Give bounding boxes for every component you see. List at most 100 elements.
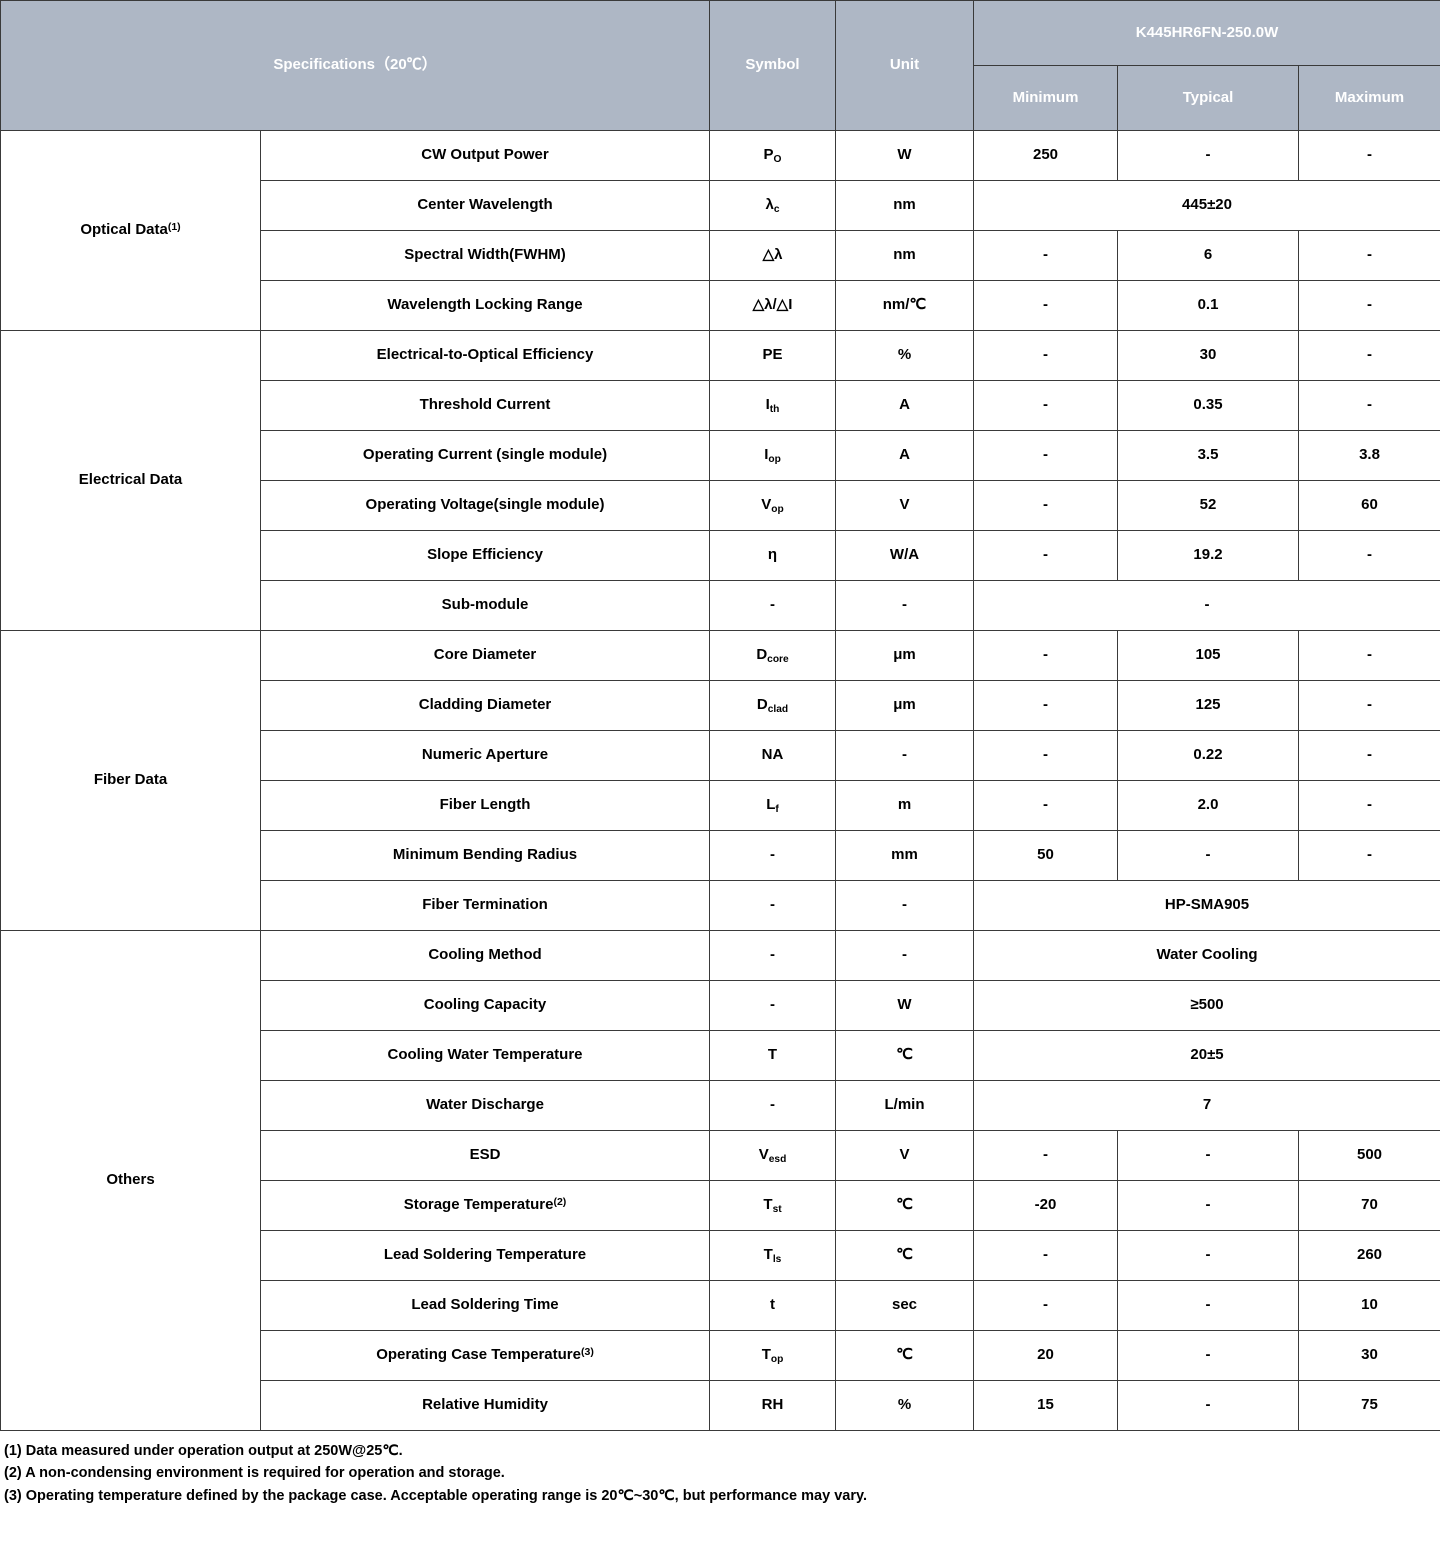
symbol-cell: λc bbox=[709, 180, 837, 231]
value-cell-typical: - bbox=[1117, 1330, 1300, 1381]
value-cell-minimum: 250 bbox=[973, 130, 1119, 181]
value-cell-minimum: - bbox=[973, 1230, 1119, 1281]
symbol-subscript: f bbox=[775, 804, 779, 816]
table-row: Optical Data(1) CW Output Power PO W 250- - bbox=[0, 130, 1440, 331]
table-row: Others Cooling Method - - Water Cooling bbox=[0, 930, 1440, 1431]
symbol-cell: Lf bbox=[709, 780, 837, 831]
unit-cell: - bbox=[835, 930, 975, 981]
value-cell-merged: 445±20 bbox=[973, 180, 1440, 231]
symbol-cell: RH bbox=[709, 1380, 837, 1431]
footnotes: (1) Data measured under operation output… bbox=[0, 1431, 1440, 1507]
symbol-cell: Iop bbox=[709, 430, 837, 481]
table-header: Specifications（20℃） Symbol Unit K445HR6F… bbox=[0, 0, 1440, 131]
symbol-cell: PE bbox=[709, 330, 837, 381]
value-cell-merged: HP-SMA905 bbox=[973, 880, 1440, 931]
parameter-cell: Operating Case Temperature(3) bbox=[259, 1330, 711, 1381]
value-cell-typical: - bbox=[1117, 1230, 1300, 1281]
header-model: K445HR6FN-250.0W bbox=[973, 0, 1440, 66]
unit-cell: nm bbox=[835, 180, 975, 231]
table-row: Lead Soldering Time t sec - -10 bbox=[1, 1280, 1440, 1331]
value-cell-minimum: - bbox=[973, 330, 1119, 381]
unit-cell: V bbox=[835, 1130, 975, 1181]
unit-cell: V bbox=[835, 480, 975, 531]
value-cell-merged: ≥500 bbox=[973, 980, 1440, 1031]
symbol-cell: Vop bbox=[709, 480, 837, 531]
symbol-subscript: op bbox=[770, 1354, 784, 1366]
symbol-subscript: core bbox=[767, 654, 789, 666]
table-row: Relative Humidity RH% 15-75 bbox=[1, 1380, 1440, 1431]
value-cell-typical: - bbox=[1117, 1180, 1300, 1231]
parameter-cell: Spectral Width(FWHM) bbox=[259, 230, 711, 281]
unit-cell: - bbox=[835, 880, 975, 931]
parameter-cell: Cooling Method bbox=[259, 930, 711, 981]
category-cell: Electrical Data bbox=[0, 330, 261, 631]
value-cell-minimum: - bbox=[973, 430, 1119, 481]
value-cell-typical: - bbox=[1117, 1130, 1300, 1181]
symbol-subscript: O bbox=[773, 154, 782, 166]
parameter-cell: Cladding Diameter bbox=[259, 680, 711, 731]
symbol-subscript: ls bbox=[772, 1254, 782, 1266]
symbol-subscript: esd bbox=[768, 1154, 787, 1166]
symbol-cell: Vesd bbox=[709, 1130, 837, 1181]
unit-cell: ℃ bbox=[835, 1230, 975, 1281]
parameter-cell: Minimum Bending Radius bbox=[259, 830, 711, 881]
parameter-cell: Center Wavelength bbox=[259, 180, 711, 231]
unit-cell: μm bbox=[835, 680, 975, 731]
value-cell-typical: 6 bbox=[1117, 230, 1300, 281]
category-footnote-ref: (1) bbox=[167, 220, 181, 233]
value-cell-maximum: - bbox=[1298, 730, 1440, 781]
value-cell-maximum: 75 bbox=[1298, 1380, 1440, 1431]
value-cell-minimum: 20 bbox=[973, 1330, 1119, 1381]
value-cell-maximum: 260 bbox=[1298, 1230, 1440, 1281]
table-row: Operating Case Temperature(3) Top ℃ 20-30 bbox=[1, 1330, 1440, 1381]
header-typical: Typical bbox=[1117, 65, 1300, 131]
parameter-cell: Fiber Length bbox=[259, 780, 711, 831]
footnote-3: (3) Operating temperature defined by the… bbox=[4, 1487, 867, 1504]
header-specifications: Specifications（20℃） bbox=[0, 0, 711, 131]
parameter-cell: Numeric Aperture bbox=[259, 730, 711, 781]
value-cell-minimum: - bbox=[973, 780, 1119, 831]
value-cell-minimum: 15 bbox=[973, 1380, 1119, 1431]
symbol-subscript: op bbox=[771, 504, 784, 516]
parameter-cell: ESD bbox=[259, 1130, 711, 1181]
table-row: Operating Voltage(single module) Vop V -52 6… bbox=[1, 480, 1440, 531]
unit-cell: W/A bbox=[835, 530, 975, 581]
unit-cell: L/min bbox=[835, 1080, 975, 1131]
symbol-cell: △λ/△I bbox=[709, 280, 837, 331]
table-row: Numeric Aperture NA - -0.22- bbox=[1, 730, 1440, 781]
value-cell-minimum: - bbox=[973, 1280, 1119, 1331]
parameter-cell: Sub-module bbox=[259, 580, 711, 631]
table-body: Optical Data(1) CW Output Power PO W 250- - Ce… bbox=[0, 130, 1440, 1431]
header-minimum: Minimum bbox=[973, 65, 1119, 131]
value-cell-minimum: - bbox=[973, 480, 1119, 531]
unit-cell: A bbox=[835, 380, 975, 431]
header-maximum: Maximum bbox=[1298, 65, 1440, 131]
table-row: Fiber Data Core Diameter Dcore μm -105- bbox=[0, 630, 1440, 931]
value-cell-maximum: 30 bbox=[1298, 1330, 1440, 1381]
value-cell-typical: - bbox=[1117, 1380, 1300, 1431]
symbol-subscript: st bbox=[772, 1204, 782, 1216]
table-row: Slope Efficiency η W/A -19.2- bbox=[1, 530, 1440, 581]
table-row: Electrical Data Electrical-to-Optical Eff… bbox=[0, 330, 1440, 631]
value-cell-maximum: - bbox=[1298, 230, 1440, 281]
unit-cell: mm bbox=[835, 830, 975, 881]
symbol-subscript: th bbox=[769, 404, 780, 416]
parameter-footnote-ref: (2) bbox=[553, 1195, 567, 1208]
value-cell-maximum: - bbox=[1298, 280, 1440, 331]
value-cell-typical: 3.5 bbox=[1117, 430, 1300, 481]
unit-cell: sec bbox=[835, 1280, 975, 1331]
value-cell-typical: 0.22 bbox=[1117, 730, 1300, 781]
symbol-cell: - bbox=[709, 930, 837, 981]
table-row: Cooling Water Temperature T ℃ 20±5 bbox=[1, 1030, 1440, 1081]
table-row: Spectral Width(FWHM) △λ nm -6- bbox=[1, 230, 1440, 281]
parameter-cell: Cooling Capacity bbox=[259, 980, 711, 1031]
specifications-table: Specifications（20℃） Symbol Unit K445HR6F… bbox=[0, 0, 1440, 1431]
table-row: Fiber Length Lf m -2.0- bbox=[1, 780, 1440, 831]
symbol-subscript: clad bbox=[767, 704, 789, 716]
table-row: ESD Vesd V - -500 bbox=[1, 1130, 1440, 1181]
parameter-cell: Slope Efficiency bbox=[259, 530, 711, 581]
parameter-footnote-ref: (3) bbox=[580, 1345, 594, 1358]
unit-cell: - bbox=[835, 730, 975, 781]
header-symbol: Symbol bbox=[709, 0, 837, 131]
footnote-1: (1) Data measured under operation output… bbox=[4, 1443, 403, 1459]
